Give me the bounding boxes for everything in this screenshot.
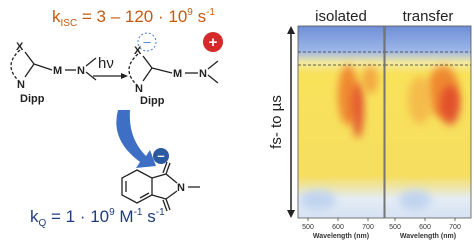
x-tick-label: 600 xyxy=(419,224,431,231)
x-tick-label: 700 xyxy=(449,224,461,231)
k: k xyxy=(30,207,39,226)
heatmap-blob xyxy=(352,82,364,138)
heatmap-blob xyxy=(362,66,378,94)
x-tick-label: 500 xyxy=(302,224,314,231)
expr: = 1 · 10 xyxy=(46,207,109,226)
panel-title: isolated xyxy=(315,8,367,25)
heatmap xyxy=(298,26,384,218)
cation: + xyxy=(209,34,218,51)
unit-exp: -1 xyxy=(206,7,215,18)
heatmap-bg xyxy=(298,26,384,218)
heatmap xyxy=(385,26,471,218)
panel-title: transfer xyxy=(403,8,454,25)
isc-rate: kISC = 3 – 120 · 109 s-1 xyxy=(52,7,215,29)
heatmap-blob xyxy=(399,190,431,210)
q-rate: kQ = 1 · 109 M-1 s-1 xyxy=(30,207,165,229)
arrowhead xyxy=(287,26,295,34)
unit: M xyxy=(115,207,134,226)
dipp: Dipp xyxy=(20,93,45,105)
k: k xyxy=(52,7,61,26)
x-tick-label: 700 xyxy=(362,224,374,231)
product: – X N Dipp M N + xyxy=(128,32,223,107)
unit2-exp: -1 xyxy=(156,207,165,218)
reactant: X N Dipp M N xyxy=(10,41,97,105)
arrowhead xyxy=(287,210,295,218)
x-axis-label: Wavelength (nm) xyxy=(313,233,369,240)
x-axis-label: Wavelength (nm) xyxy=(400,233,456,240)
exp: 9 xyxy=(187,7,193,18)
atom-x: X xyxy=(16,41,24,53)
dipp: Dipp xyxy=(140,95,165,107)
charge: – xyxy=(157,148,164,163)
heatmap-blob xyxy=(300,190,336,210)
quench-arrow xyxy=(116,110,156,168)
unit: s xyxy=(193,7,206,26)
atom-m: M xyxy=(53,65,62,77)
arrowhead xyxy=(121,73,128,79)
x-tick-label: 500 xyxy=(389,224,401,231)
exp: 9 xyxy=(109,207,115,218)
unit-exp: -1 xyxy=(134,207,143,218)
atom-x: X xyxy=(134,45,142,57)
atom-n: N xyxy=(177,182,185,194)
atom-n: N xyxy=(17,79,25,91)
panel-frame xyxy=(384,25,472,219)
x-tick-label: 600 xyxy=(332,224,344,231)
expr: = 3 – 120 · 10 xyxy=(77,7,187,26)
sub: ISC xyxy=(61,18,78,29)
time-axis-label: fs- to µs xyxy=(268,95,285,149)
light: hν xyxy=(98,55,114,72)
atom-n: N xyxy=(135,83,143,95)
atom-n2: N xyxy=(77,65,85,77)
sub: Q xyxy=(39,218,47,229)
unit2: s xyxy=(143,207,156,226)
quencher: N – xyxy=(121,148,200,212)
heatmap-blob xyxy=(440,85,460,125)
heatmap-bg xyxy=(385,26,471,218)
panel-frame xyxy=(297,25,385,219)
atom-m: M xyxy=(173,68,182,80)
heatmaps: isolated 500 600 700 Wavelength (nm) transfer… xyxy=(297,8,472,240)
anion: – xyxy=(143,34,151,49)
atom-n2: N xyxy=(199,68,207,80)
heatmap-blob xyxy=(408,76,432,124)
